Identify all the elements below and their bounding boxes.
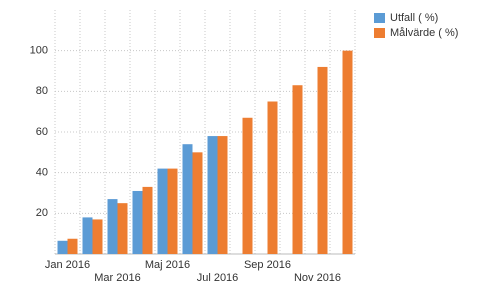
x-tick-label: Sep 2016: [244, 259, 291, 271]
x-tick-label: Jan 2016: [45, 259, 90, 271]
y-tick-label: 80: [36, 85, 48, 97]
bar: [207, 136, 218, 254]
y-tick-label: 40: [36, 167, 48, 179]
bar: [132, 190, 143, 254]
bar: [267, 101, 278, 254]
x-tick-label: Nov 2016: [294, 272, 341, 284]
y-tick-label: 20: [36, 207, 48, 219]
x-tick-label: Mar 2016: [94, 272, 140, 284]
bar: [142, 186, 153, 254]
bar: [67, 238, 78, 254]
bar: [342, 50, 353, 254]
bar: [182, 144, 193, 254]
legend-swatch: [374, 28, 385, 38]
x-tick-label: Maj 2016: [145, 259, 190, 271]
bar: [107, 199, 118, 254]
bar: [217, 136, 228, 254]
bar: [192, 152, 203, 254]
bar: [242, 117, 253, 255]
bar: [157, 168, 168, 254]
bar: [92, 219, 103, 254]
legend-label: Utfall ( %): [390, 12, 438, 24]
bar: [57, 240, 68, 254]
y-tick-label: 100: [30, 45, 48, 57]
bar: [82, 217, 93, 254]
bar: [117, 203, 128, 254]
bar: [167, 168, 178, 254]
legend-swatch: [374, 13, 385, 23]
bar: [317, 66, 328, 254]
x-tick-label: Jul 2016: [197, 272, 239, 284]
legend-label: Målvärde ( %): [390, 27, 458, 39]
bar: [292, 85, 303, 254]
y-tick-label: 60: [36, 126, 48, 138]
